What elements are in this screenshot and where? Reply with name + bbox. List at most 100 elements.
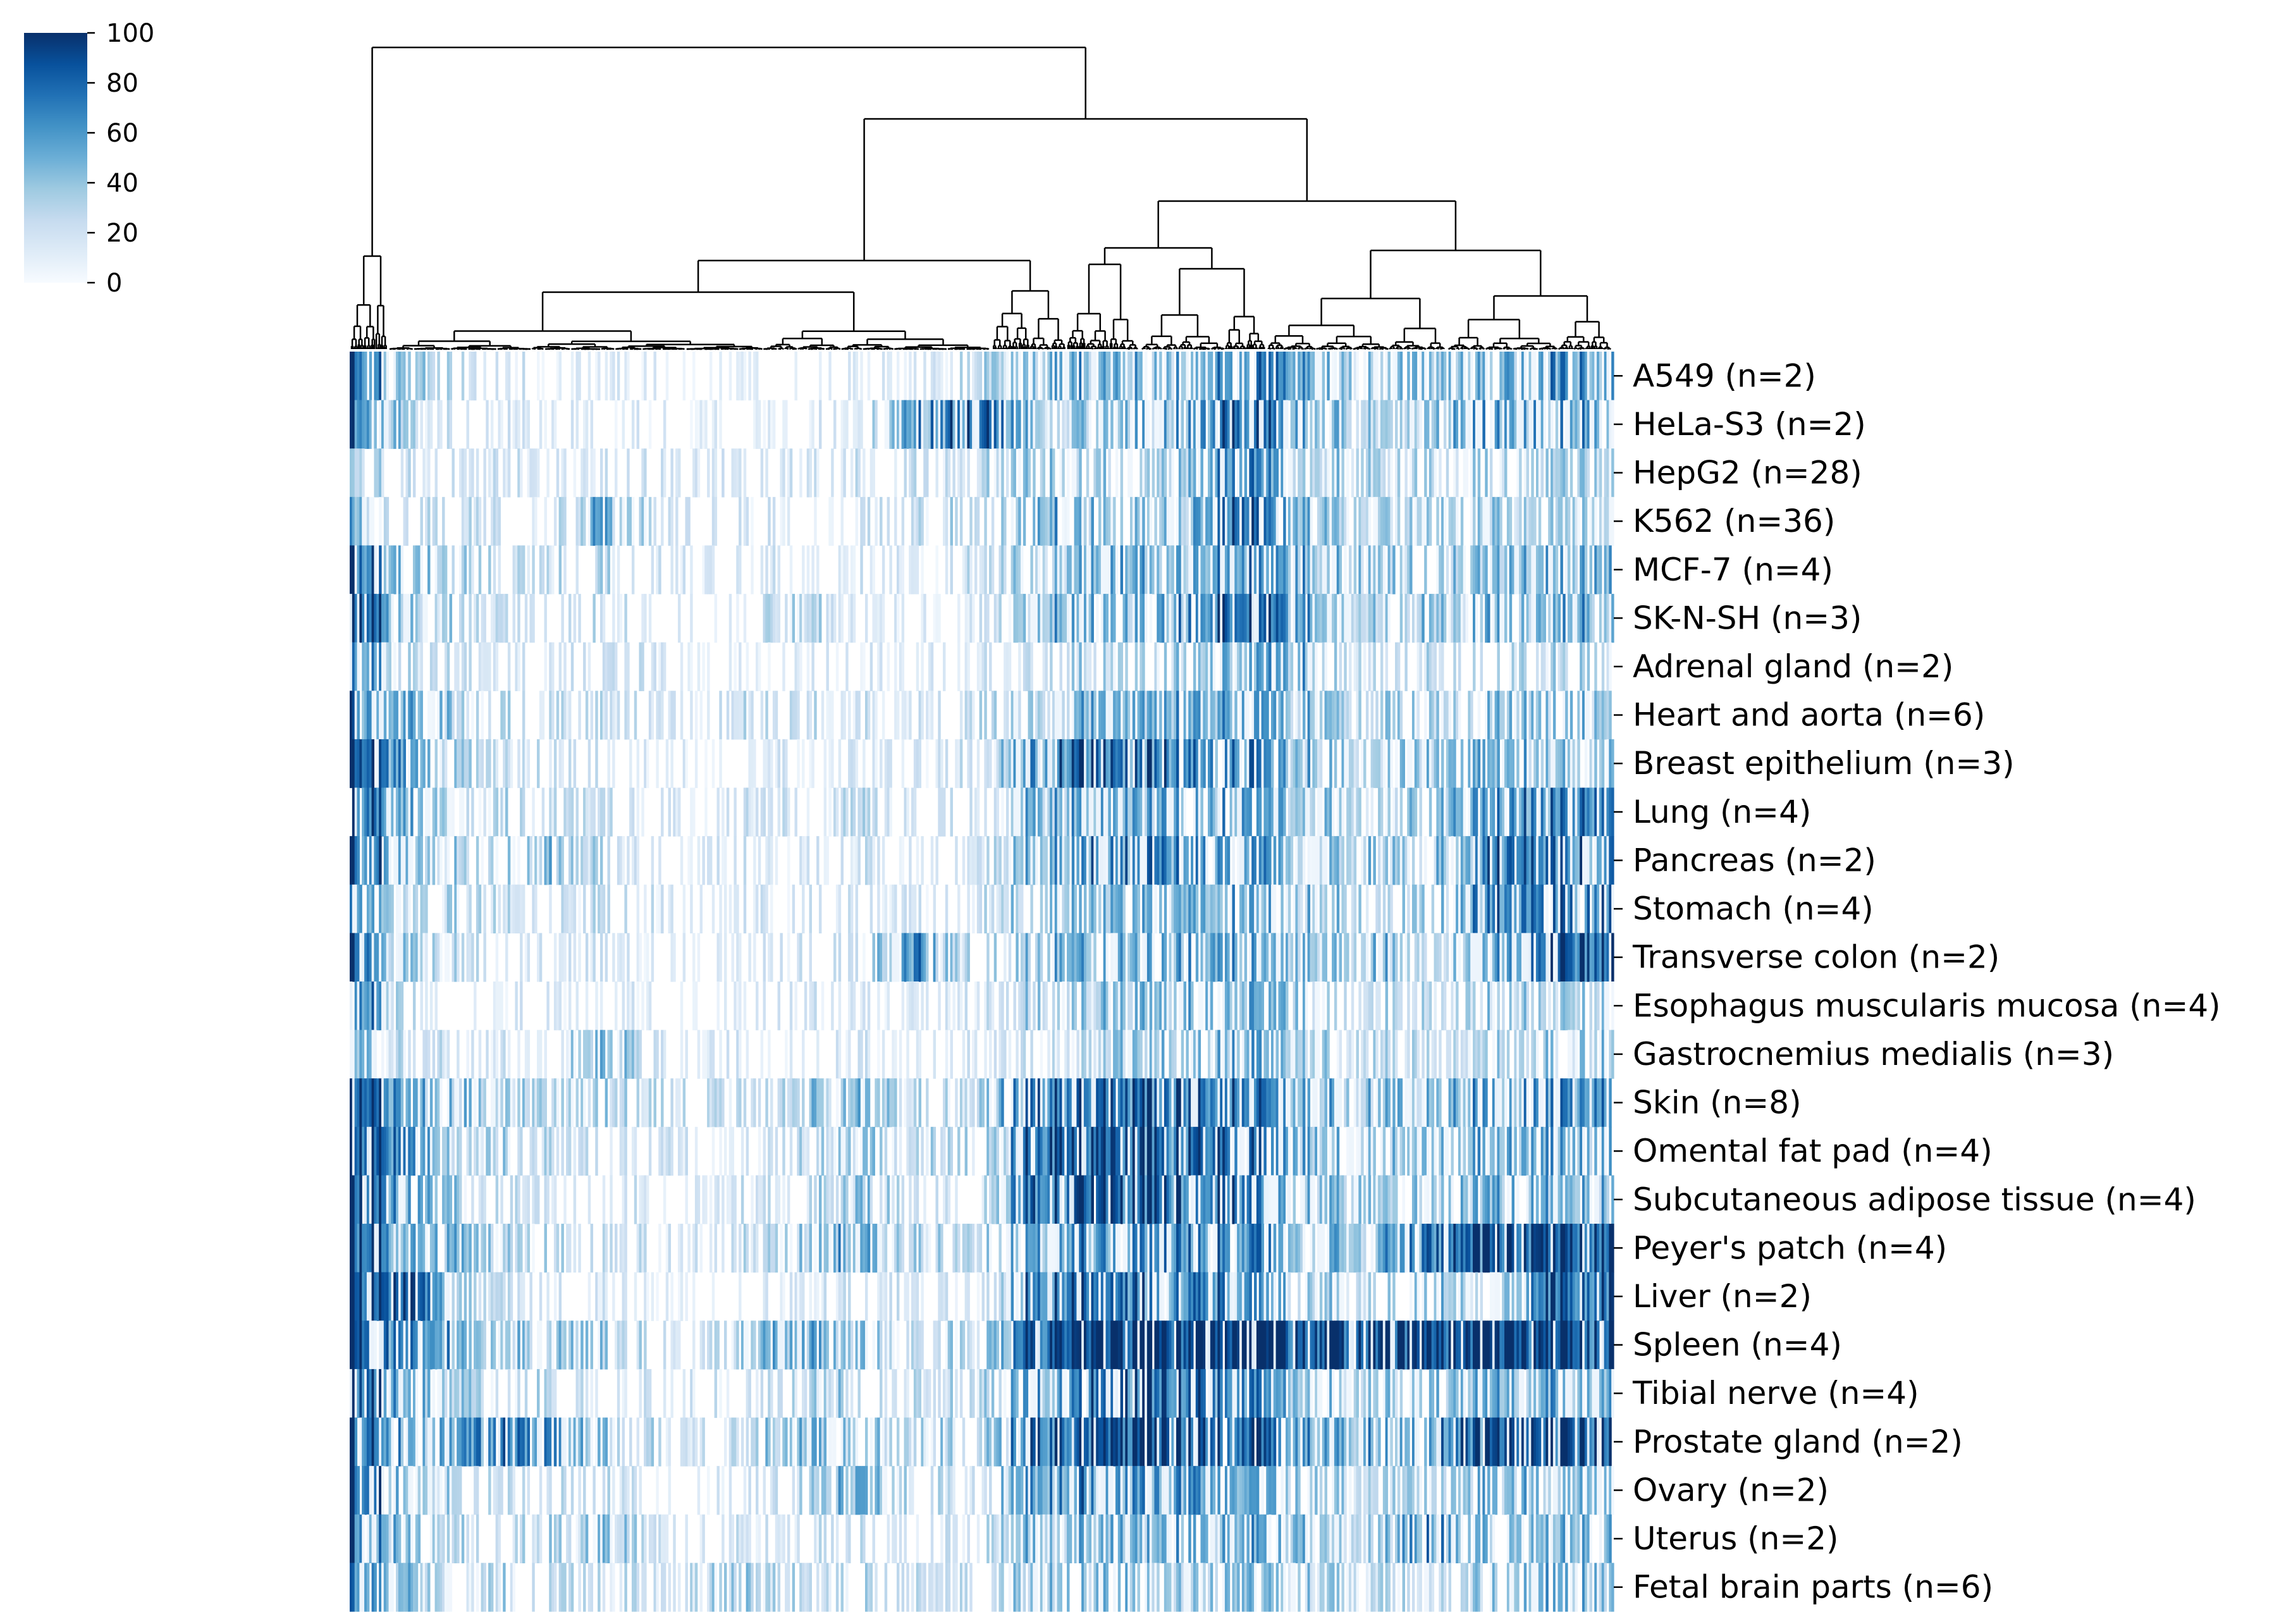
heatmap-cell	[354, 642, 358, 691]
heatmap-cell	[578, 496, 581, 546]
heatmap-cell	[474, 352, 477, 401]
heatmap-cell	[1552, 642, 1556, 691]
heatmap-cell	[794, 642, 797, 691]
heatmap-cell	[1375, 448, 1379, 498]
heatmap-cell	[498, 594, 501, 643]
heatmap-cell	[400, 545, 404, 594]
heatmap-cell	[1448, 594, 1452, 643]
heatmap-cell	[1577, 352, 1580, 401]
heatmap-cell	[962, 448, 966, 498]
heatmap-cell	[1339, 352, 1342, 401]
heatmap-cell	[471, 352, 474, 401]
heatmap-cell	[422, 352, 426, 401]
heatmap-cell	[1557, 448, 1561, 498]
heatmap-cell	[976, 352, 980, 401]
heatmap-cell	[1341, 400, 1344, 449]
heatmap-cell	[1212, 545, 1216, 594]
heatmap-cell	[1103, 448, 1107, 498]
heatmap-cell	[1103, 400, 1107, 449]
heatmap-cell	[539, 545, 543, 594]
heatmap-cell	[1028, 448, 1031, 498]
heatmap-cell	[777, 594, 781, 643]
heatmap-cell	[743, 594, 747, 643]
heatmap-cell	[1137, 496, 1140, 546]
heatmap-cell	[1164, 448, 1167, 498]
heatmap-cell	[714, 496, 718, 546]
heatmap-cell	[1387, 352, 1391, 401]
heatmap-cell	[1560, 352, 1563, 401]
heatmap-cell	[1475, 594, 1478, 643]
heatmap-cell	[1528, 400, 1532, 449]
heatmap-cell	[1346, 594, 1349, 643]
heatmap-cell	[1358, 496, 1361, 546]
heatmap-cell	[1074, 352, 1078, 401]
heatmap-cell	[434, 594, 438, 643]
heatmap-cell	[753, 352, 756, 401]
heatmap-cell	[1521, 352, 1525, 401]
heatmap-cell	[1200, 642, 1203, 691]
heatmap-cell	[1268, 448, 1272, 498]
heatmap-cell	[1183, 642, 1187, 691]
heatmap-cell	[1560, 400, 1563, 449]
heatmap-cell	[1263, 448, 1267, 498]
heatmap-cell	[1261, 352, 1265, 401]
heatmap-cell	[1310, 594, 1313, 643]
heatmap-cell	[515, 400, 518, 449]
heatmap-cell	[376, 448, 379, 498]
heatmap-cell	[486, 642, 489, 691]
heatmap-cell	[1010, 400, 1014, 449]
heatmap-cell	[631, 400, 635, 449]
heatmap-cell	[1132, 352, 1136, 401]
heatmap-cell	[1212, 496, 1216, 546]
heatmap-cell	[1397, 448, 1401, 498]
heatmap-cell	[926, 400, 929, 449]
heatmap-cell	[442, 594, 445, 643]
heatmap-cell	[1523, 400, 1527, 449]
heatmap-cell	[1229, 642, 1233, 691]
heatmap-cell	[1134, 352, 1138, 401]
heatmap-cell	[768, 642, 771, 691]
heatmap-cell	[1220, 642, 1223, 691]
heatmap-cell	[1286, 400, 1289, 449]
heatmap-cell	[1134, 642, 1138, 691]
heatmap-cell	[619, 594, 623, 643]
heatmap-cell	[1332, 400, 1335, 449]
heatmap-cell	[493, 496, 496, 546]
heatmap-cell	[1176, 496, 1179, 546]
heatmap-cell	[1229, 496, 1233, 546]
heatmap-cell	[974, 400, 978, 449]
heatmap-cell	[1341, 594, 1344, 643]
heatmap-cell	[1287, 448, 1291, 498]
heatmap-cell	[1368, 352, 1372, 401]
heatmap-cell	[1064, 400, 1067, 449]
heatmap-cell	[1120, 400, 1124, 449]
heatmap-cell	[1203, 400, 1206, 449]
heatmap-cell	[1448, 496, 1452, 546]
heatmap-cell	[1142, 448, 1145, 498]
heatmap-cell	[964, 594, 968, 643]
heatmap-cell	[1319, 545, 1323, 594]
heatmap-cell	[1281, 642, 1284, 691]
heatmap-cell	[1504, 545, 1508, 594]
heatmap-cell	[1227, 496, 1231, 546]
heatmap-cell	[400, 352, 404, 401]
heatmap-cell	[1016, 496, 1019, 546]
heatmap-cell	[1161, 448, 1165, 498]
heatmap-cell	[1004, 496, 1007, 546]
heatmap-cell	[1499, 594, 1502, 643]
heatmap-cell	[1004, 545, 1007, 594]
heatmap-cell	[986, 594, 990, 643]
heatmap-cell	[1237, 400, 1240, 449]
heatmap-cell	[1436, 352, 1439, 401]
heatmap-cell	[1050, 594, 1053, 643]
heatmap-cell	[976, 496, 980, 546]
heatmap-cell	[1281, 594, 1284, 643]
heatmap-cell	[1045, 496, 1048, 546]
heatmap-cell	[369, 691, 372, 740]
heatmap-cell	[867, 496, 871, 546]
heatmap-cell	[882, 594, 885, 643]
heatmap-cell	[1069, 400, 1072, 449]
heatmap-cell	[1411, 352, 1415, 401]
heatmap-cell	[811, 400, 814, 449]
heatmap-cell	[1064, 352, 1067, 401]
